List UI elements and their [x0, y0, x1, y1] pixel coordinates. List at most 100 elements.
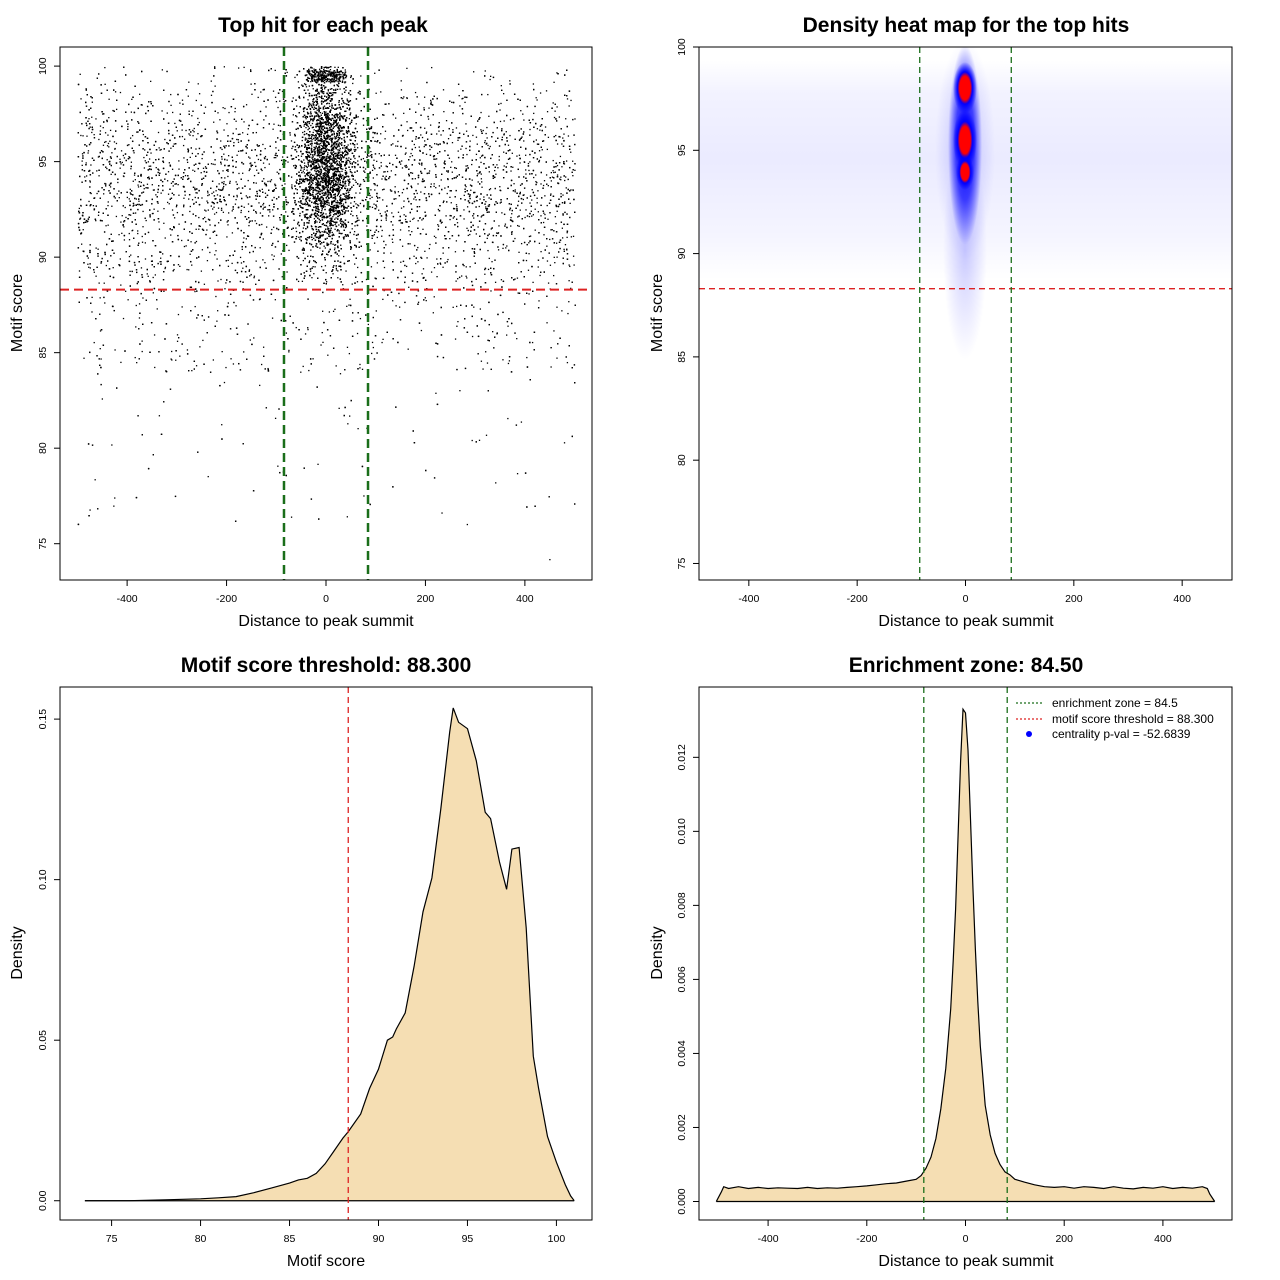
- scatter-point: [395, 198, 397, 200]
- scatter-point: [485, 200, 487, 203]
- scatter-point: [126, 196, 129, 199]
- scatter-point: [566, 95, 568, 97]
- scatter-point: [177, 234, 179, 237]
- scatter-point: [381, 235, 383, 237]
- scatter-point: [509, 134, 511, 137]
- scatter-point: [401, 167, 404, 169]
- scatter-point: [234, 203, 237, 205]
- scatter-point: [409, 156, 411, 158]
- scatter-point: [461, 98, 463, 100]
- scatter-point: [101, 113, 104, 115]
- scatter-point: [277, 124, 280, 126]
- scatter-point: [538, 150, 541, 152]
- scatter-point: [420, 191, 422, 193]
- scatter-point: [561, 227, 564, 229]
- scatter-point: [95, 205, 97, 207]
- scatter-point: [456, 208, 458, 210]
- scatter-point: [567, 135, 570, 137]
- scatter-point: [319, 118, 321, 120]
- scatter-point: [425, 153, 428, 155]
- scatter-point: [114, 197, 116, 199]
- scatter-point: [528, 253, 530, 255]
- scatter-point: [280, 253, 282, 255]
- scatter-point: [119, 167, 121, 169]
- scatter-point: [356, 143, 358, 145]
- scatter-point: [568, 105, 570, 107]
- scatter-point: [255, 260, 257, 262]
- scatter-point: [335, 265, 337, 267]
- scatter-point: [520, 242, 523, 245]
- scatter-point: [536, 99, 538, 101]
- scatter-point: [254, 195, 257, 197]
- scatter-point: [170, 234, 172, 236]
- scatter-point: [383, 114, 385, 116]
- scatter-point: [465, 275, 467, 277]
- scatter-point: [418, 205, 421, 208]
- scatter-point: [227, 155, 230, 157]
- scatter-point: [390, 252, 392, 254]
- scatter-point: [402, 260, 405, 263]
- scatter-point: [154, 366, 156, 369]
- scatter-point: [484, 141, 486, 144]
- scatter-point: [481, 93, 483, 96]
- scatter-point: [466, 96, 468, 99]
- scatter-point: [142, 210, 144, 213]
- scatter-point: [135, 198, 138, 200]
- scatter-point: [541, 149, 543, 151]
- scatter-point: [542, 140, 544, 142]
- scatter-point: [485, 132, 487, 135]
- scatter-point: [556, 143, 559, 145]
- scatter-point: [506, 162, 508, 165]
- scatter-point: [556, 174, 559, 176]
- scatter-point: [157, 262, 159, 265]
- scatter-point: [500, 102, 502, 105]
- scatter-point: [542, 221, 545, 224]
- scatter-point: [424, 297, 426, 299]
- scatter-point: [253, 275, 256, 277]
- scatter-point: [452, 306, 454, 308]
- scatter-point: [394, 174, 397, 176]
- scatter-point: [273, 226, 275, 228]
- scatter-point: [561, 202, 564, 204]
- scatter-point: [377, 250, 379, 252]
- scatter-point: [210, 163, 213, 165]
- scatter-point: [553, 230, 555, 232]
- scatter-point: [183, 197, 185, 199]
- scatter-point: [212, 90, 214, 93]
- scatter-point: [570, 287, 572, 290]
- scatter-point: [355, 203, 357, 205]
- scatter-point: [93, 209, 95, 211]
- scatter-point: [553, 116, 556, 119]
- scatter-point: [256, 193, 258, 195]
- scatter-point: [422, 178, 424, 180]
- scatter-point: [279, 125, 281, 127]
- scatter-point: [375, 92, 377, 94]
- scatter-point: [89, 509, 91, 511]
- scatter-point: [188, 133, 190, 135]
- scatter-point: [129, 274, 131, 276]
- scatter-point: [494, 281, 497, 283]
- scatter-point: [411, 155, 414, 157]
- scatter-point: [85, 105, 88, 107]
- scatter-point: [413, 255, 415, 257]
- scatter-point: [290, 228, 293, 230]
- scatter-point: [535, 139, 537, 141]
- scatter-point: [461, 176, 464, 178]
- scatter-point: [232, 132, 234, 135]
- scatter-point: [137, 230, 139, 232]
- scatter-point: [517, 200, 520, 202]
- scatter-point: [448, 157, 451, 159]
- scatter-point: [192, 169, 194, 171]
- scatter-point: [451, 178, 454, 180]
- scatter-point: [481, 181, 483, 183]
- scatter-point: [456, 206, 458, 208]
- scatter-point: [528, 215, 531, 218]
- scatter-point: [427, 118, 430, 120]
- scatter-point: [215, 190, 217, 192]
- scatter-point: [95, 118, 97, 120]
- scatter-point: [111, 152, 113, 154]
- scatter-point: [570, 236, 573, 238]
- scatter-point: [371, 341, 374, 344]
- scatter-point: [127, 125, 129, 128]
- scatter-point: [540, 156, 542, 158]
